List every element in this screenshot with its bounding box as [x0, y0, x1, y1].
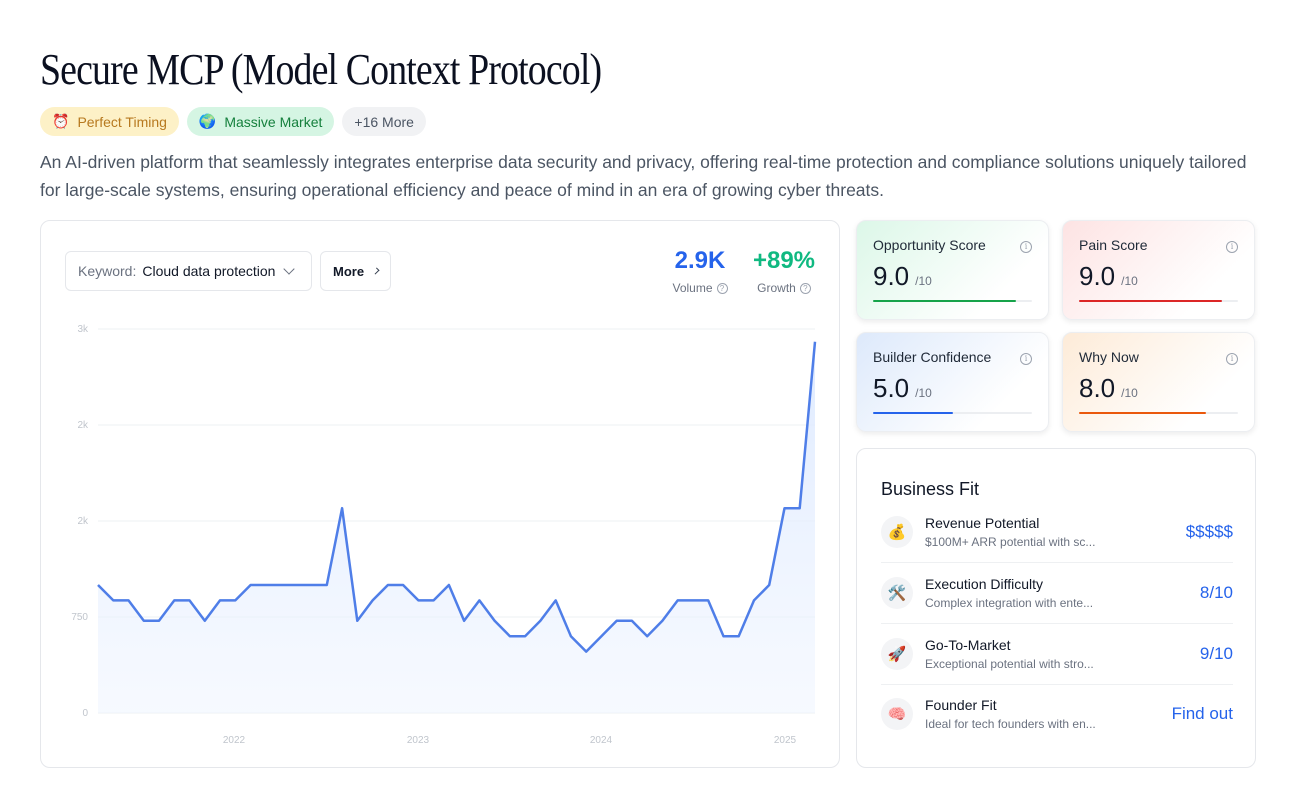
- more-button-label: More: [333, 263, 365, 279]
- business-fit-row-founder[interactable]: 🧠 Founder Fit Ideal for tech founders wi…: [881, 692, 1233, 736]
- business-fit-card: Business Fit 💰 Revenue Potential $100M+ …: [856, 448, 1256, 768]
- row-subtitle: $100M+ ARR potential with sc...: [925, 535, 1096, 549]
- growth-stat: +89% Growth?: [749, 247, 819, 295]
- volume-value: 2.9K: [674, 247, 726, 274]
- brain-icon: 🧠: [881, 698, 913, 730]
- row-value: 9/10: [1199, 644, 1233, 663]
- row-name: Execution Difficulty: [925, 576, 1044, 592]
- y-tick-label: 750: [71, 612, 88, 623]
- score-progress-track: [873, 300, 1032, 302]
- growth-value: +89%: [752, 247, 816, 274]
- divider: [881, 684, 1233, 685]
- keyword-label: Keyword:: [78, 263, 137, 279]
- business-fit-title: Business Fit: [881, 479, 980, 499]
- row-value: $$$$$: [1185, 522, 1233, 541]
- score-progress-track: [1079, 412, 1238, 414]
- series-line: [97, 341, 817, 653]
- business-fit-row-revenue[interactable]: 💰 Revenue Potential $100M+ ARR potential…: [881, 510, 1233, 554]
- row-value: 8/10: [1199, 583, 1233, 602]
- keyword-select[interactable]: Keyword: Cloud data protection: [65, 251, 312, 291]
- description: An AI-driven platform that seamlessly in…: [40, 152, 1247, 200]
- score-value: 5.0: [873, 373, 910, 403]
- score-max: /10: [915, 386, 932, 400]
- divider: [881, 562, 1233, 563]
- score-progress-track: [1079, 300, 1238, 302]
- score-value: 8.0: [1079, 373, 1116, 403]
- score-title: Opportunity Score: [873, 237, 986, 253]
- score-max: /10: [1121, 274, 1138, 288]
- why-now-card[interactable]: Why Now i 8.0/10: [1062, 332, 1255, 432]
- find-out-link[interactable]: Find out: [1171, 704, 1233, 723]
- row-name: Go-To-Market: [925, 637, 1011, 653]
- alarm-clock-icon: ⏰: [52, 113, 70, 129]
- volume-label: Volume: [672, 281, 713, 295]
- help-icon[interactable]: ?: [716, 282, 728, 294]
- info-icon[interactable]: i: [1020, 353, 1032, 365]
- score-value: 9.0: [873, 261, 910, 291]
- money-bag-icon: 💰: [881, 516, 913, 548]
- score-title: Pain Score: [1079, 237, 1148, 253]
- score-max: /10: [915, 274, 932, 288]
- divider: [881, 623, 1233, 624]
- growth-label: Growth: [757, 281, 796, 295]
- rocket-icon: 🚀: [881, 638, 913, 670]
- row-name: Founder Fit: [925, 697, 997, 713]
- tag-label: +16 More: [354, 113, 414, 130]
- score-title: Builder Confidence: [873, 349, 992, 365]
- more-button[interactable]: More: [320, 251, 391, 291]
- score-value: 9.0: [1079, 261, 1116, 291]
- x-tick-label: 2024: [590, 735, 613, 746]
- tools-icon: 🛠️: [881, 577, 913, 609]
- y-tick-label: 3k: [77, 324, 89, 335]
- search-volume-chart[interactable]: 3k 2k 2k 750 0 2022 2023 2024 2025: [41, 221, 839, 767]
- globe-icon: 🌍: [198, 113, 217, 129]
- trend-chart-card: Keyword: Cloud data protection More 2.9K…: [40, 220, 840, 768]
- score-progress-fill: [873, 300, 1017, 302]
- row-subtitle: Ideal for tech founders with en...: [925, 717, 1096, 731]
- more-tags-button[interactable]: +16 More: [342, 107, 426, 136]
- info-icon[interactable]: i: [1020, 241, 1032, 253]
- series-area: [98, 341, 815, 713]
- score-title: Why Now: [1079, 349, 1139, 365]
- tag-list: ⏰ Perfect Timing 🌍 Massive Market +16 Mo…: [40, 107, 426, 136]
- pain-score-card[interactable]: Pain Score i 9.0/10: [1062, 220, 1255, 320]
- score-max: /10: [1121, 386, 1138, 400]
- score-progress-fill: [1079, 300, 1223, 302]
- page-title: Secure MCP (Model Context Protocol): [40, 45, 602, 94]
- tag-label: Perfect Timing: [77, 113, 167, 130]
- opportunity-score-card[interactable]: Opportunity Score i 9.0/10: [856, 220, 1049, 320]
- help-icon[interactable]: ?: [799, 282, 811, 294]
- x-tick-label: 2025: [774, 735, 797, 746]
- score-progress-fill: [1079, 412, 1207, 414]
- x-tick-label: 2022: [223, 735, 246, 746]
- business-fit-row-execution[interactable]: 🛠️ Execution Difficulty Complex integrat…: [881, 571, 1233, 615]
- tag-perfect-timing[interactable]: ⏰ Perfect Timing: [40, 107, 179, 136]
- y-tick-label: 2k: [77, 516, 89, 527]
- row-subtitle: Exceptional potential with stro...: [925, 657, 1094, 671]
- tag-massive-market[interactable]: 🌍 Massive Market: [186, 107, 335, 136]
- keyword-value: Cloud data protection: [142, 263, 276, 279]
- score-progress-track: [873, 412, 1032, 414]
- x-tick-label: 2023: [407, 735, 430, 746]
- builder-confidence-card[interactable]: Builder Confidence i 5.0/10: [856, 332, 1049, 432]
- volume-stat: 2.9K Volume?: [667, 247, 733, 295]
- y-tick-label: 2k: [77, 420, 89, 431]
- business-fit-row-gtm[interactable]: 🚀 Go-To-Market Exceptional potential wit…: [881, 632, 1233, 676]
- row-name: Revenue Potential: [925, 515, 1040, 531]
- y-tick-label: 0: [82, 708, 88, 719]
- score-progress-fill: [873, 412, 953, 414]
- row-subtitle: Complex integration with ente...: [925, 596, 1094, 610]
- info-icon[interactable]: i: [1226, 353, 1238, 365]
- info-icon[interactable]: i: [1226, 241, 1238, 253]
- tag-label: Massive Market: [224, 113, 323, 130]
